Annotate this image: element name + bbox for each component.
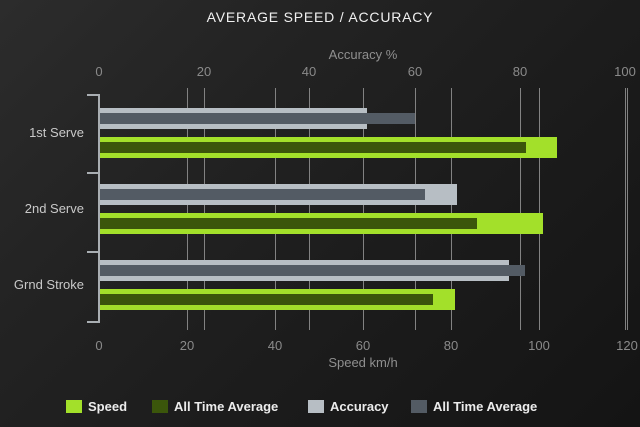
tick-label-bottom-40: 40 bbox=[267, 338, 283, 353]
gridline-top-20 bbox=[204, 88, 205, 330]
tick-label-top-40: 40 bbox=[301, 64, 317, 79]
legend-swatch-accuracy-2 bbox=[308, 400, 324, 413]
tick-label-top-20: 20 bbox=[196, 64, 212, 79]
legend-swatch-speed-0 bbox=[66, 400, 82, 413]
bar-all-time-average-speed-grnd-stroke bbox=[100, 294, 433, 305]
legend-swatch-all-time-average-1 bbox=[152, 400, 168, 413]
gridline-top-80 bbox=[520, 88, 521, 330]
legend-label-all-time-average-3: All Time Average bbox=[433, 399, 538, 414]
gridline-top-100 bbox=[625, 88, 626, 330]
legend-swatch-all-time-average-3 bbox=[411, 400, 427, 413]
legend-item-all-time-average-1: All Time Average bbox=[152, 398, 278, 415]
tick-label-bottom-20: 20 bbox=[179, 338, 195, 353]
tick-label-bottom-0: 0 bbox=[95, 338, 103, 353]
y-axis-tick-0 bbox=[87, 94, 100, 96]
tick-label-bottom-80: 80 bbox=[443, 338, 459, 353]
gridline-bottom-20 bbox=[187, 88, 188, 330]
category-label-1st-serve: 1st Serve bbox=[29, 125, 84, 140]
y-axis-tick-3 bbox=[87, 321, 100, 323]
tick-label-top-60: 60 bbox=[407, 64, 423, 79]
bar-all-time-average-accuracy-2nd-serve bbox=[100, 189, 425, 200]
bottom-axis-title: Speed km/h bbox=[328, 355, 398, 370]
legend-label-speed-0: Speed bbox=[88, 399, 128, 414]
category-label-2nd-serve: 2nd Serve bbox=[24, 201, 84, 216]
tick-label-bottom-120: 120 bbox=[616, 338, 638, 353]
legend-item-all-time-average-3: All Time Average bbox=[411, 398, 537, 415]
legend-item-speed-0: Speed bbox=[66, 398, 127, 415]
y-axis-tick-2 bbox=[87, 251, 100, 253]
tick-label-top-100: 100 bbox=[614, 64, 636, 79]
gridline-top-40 bbox=[309, 88, 310, 330]
legend-label-all-time-average-1: All Time Average bbox=[174, 399, 279, 414]
gridline-bottom-120 bbox=[627, 88, 628, 330]
y-axis-line bbox=[98, 94, 100, 322]
tick-label-top-80: 80 bbox=[512, 64, 528, 79]
tick-label-bottom-100: 100 bbox=[528, 338, 550, 353]
y-axis-tick-1 bbox=[87, 172, 100, 174]
category-label-grnd-stroke: Grnd Stroke bbox=[13, 277, 84, 292]
gridline-top-60 bbox=[415, 88, 416, 330]
tick-label-bottom-60: 60 bbox=[355, 338, 371, 353]
top-axis-title: Accuracy % bbox=[328, 47, 398, 62]
bar-all-time-average-speed-2nd-serve bbox=[100, 218, 477, 229]
legend-label-accuracy-2: Accuracy bbox=[330, 399, 389, 414]
gridline-bottom-80 bbox=[451, 88, 452, 330]
chart-title: AVERAGE SPEED / ACCURACY bbox=[206, 9, 434, 25]
legend: Speed All Time Average Accuracy All Time Av… bbox=[0, 398, 640, 418]
bar-all-time-average-accuracy-grnd-stroke bbox=[100, 265, 525, 276]
legend-item-accuracy-2: Accuracy bbox=[308, 398, 389, 415]
gridline-bottom-100 bbox=[539, 88, 540, 330]
gridline-bottom-60 bbox=[363, 88, 364, 330]
bar-all-time-average-speed-1st-serve bbox=[100, 142, 526, 153]
bar-all-time-average-accuracy-1st-serve bbox=[100, 113, 415, 124]
tick-label-top-0: 0 bbox=[95, 64, 103, 79]
gridline-bottom-40 bbox=[275, 88, 276, 330]
